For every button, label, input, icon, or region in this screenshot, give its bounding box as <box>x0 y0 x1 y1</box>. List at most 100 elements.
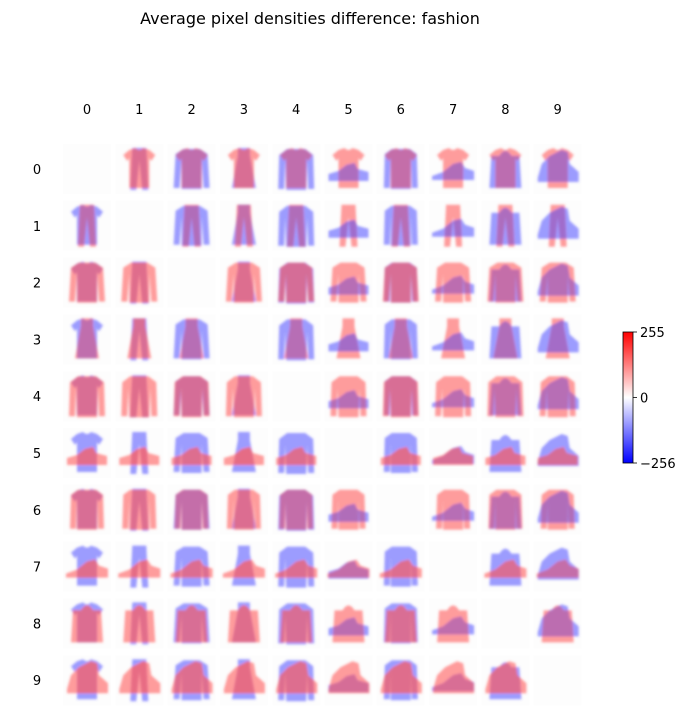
panel <box>219 371 268 422</box>
panel <box>376 428 425 478</box>
panel <box>63 371 111 422</box>
panel <box>429 314 478 365</box>
column-label: 9 <box>554 103 562 118</box>
panel <box>481 541 530 592</box>
panel <box>167 314 216 365</box>
panel <box>324 257 373 308</box>
panel <box>219 314 268 365</box>
panel <box>481 655 530 706</box>
panel <box>376 598 425 649</box>
row-label: 0 <box>33 163 41 178</box>
panel <box>481 144 530 194</box>
panel <box>481 200 530 251</box>
panel <box>533 541 582 592</box>
panel <box>429 144 478 194</box>
panel <box>63 144 111 194</box>
panel <box>272 541 321 592</box>
panel <box>429 371 478 422</box>
panel <box>167 428 216 478</box>
column-label: 5 <box>344 103 352 118</box>
panel <box>167 598 216 649</box>
colorbar: 255 0 −256 <box>622 326 676 472</box>
column-label: 7 <box>449 103 457 118</box>
column-label: 4 <box>292 103 300 118</box>
panel <box>324 314 373 365</box>
panel <box>376 655 425 706</box>
panel <box>63 200 111 251</box>
panel <box>533 428 582 478</box>
panel <box>481 428 530 478</box>
panel <box>272 314 321 365</box>
panel <box>115 200 164 251</box>
panel <box>324 541 373 592</box>
panel <box>376 200 425 251</box>
panel <box>533 371 582 422</box>
panel <box>272 655 321 706</box>
panel <box>429 598 478 649</box>
panel <box>272 200 321 251</box>
row-label: 9 <box>33 674 41 689</box>
panel <box>324 144 373 194</box>
panel <box>63 598 111 649</box>
colorbar-tick-label: −256 <box>640 457 676 472</box>
row-label: 4 <box>33 390 41 405</box>
panel <box>272 428 321 478</box>
panel <box>533 200 582 251</box>
panel <box>167 257 216 308</box>
panel <box>167 484 216 535</box>
column-labels: 0 1 2 3 4 5 6 7 8 9 <box>83 103 562 118</box>
panel <box>324 655 373 706</box>
column-label: 2 <box>187 103 195 118</box>
row-label: 2 <box>33 277 41 292</box>
colorbar-tick-label: 0 <box>640 392 648 407</box>
column-label: 1 <box>135 103 143 118</box>
panel <box>115 484 164 535</box>
panel <box>167 655 216 706</box>
panel <box>533 484 582 535</box>
panel <box>115 371 164 422</box>
panel <box>376 257 425 308</box>
panel <box>272 144 321 194</box>
panel <box>272 598 321 649</box>
column-label: 8 <box>501 103 509 118</box>
panel <box>324 371 373 422</box>
row-label: 1 <box>33 220 41 235</box>
panel <box>219 655 268 706</box>
panel <box>376 314 425 365</box>
row-label: 6 <box>33 504 41 519</box>
panel <box>481 257 530 308</box>
panel <box>481 484 530 535</box>
column-label: 6 <box>397 103 405 118</box>
panel <box>219 428 268 478</box>
panel <box>167 541 216 592</box>
panel <box>533 144 582 194</box>
panel <box>115 144 164 194</box>
panel <box>115 541 164 592</box>
panel <box>219 200 268 251</box>
panel <box>63 541 111 592</box>
row-label: 7 <box>33 561 41 576</box>
panel <box>63 655 111 706</box>
panel <box>219 598 268 649</box>
panel <box>115 428 164 478</box>
panel <box>429 257 478 308</box>
panel <box>533 655 582 706</box>
row-label: 5 <box>33 447 41 462</box>
colorbar-gradient <box>622 331 634 464</box>
panel <box>429 428 478 478</box>
panel <box>324 484 373 535</box>
panel <box>167 200 216 251</box>
panel <box>324 598 373 649</box>
panel <box>376 371 425 422</box>
panel <box>376 144 425 194</box>
row-label: 3 <box>33 333 41 348</box>
panel <box>115 598 164 649</box>
panel <box>376 541 425 592</box>
panel <box>481 371 530 422</box>
panel <box>63 314 111 365</box>
panel <box>167 371 216 422</box>
panel-grid <box>63 144 582 706</box>
panel <box>429 200 478 251</box>
chart-title: Average pixel densities difference: fash… <box>140 9 480 28</box>
colorbar-tick-label: 255 <box>640 326 665 341</box>
